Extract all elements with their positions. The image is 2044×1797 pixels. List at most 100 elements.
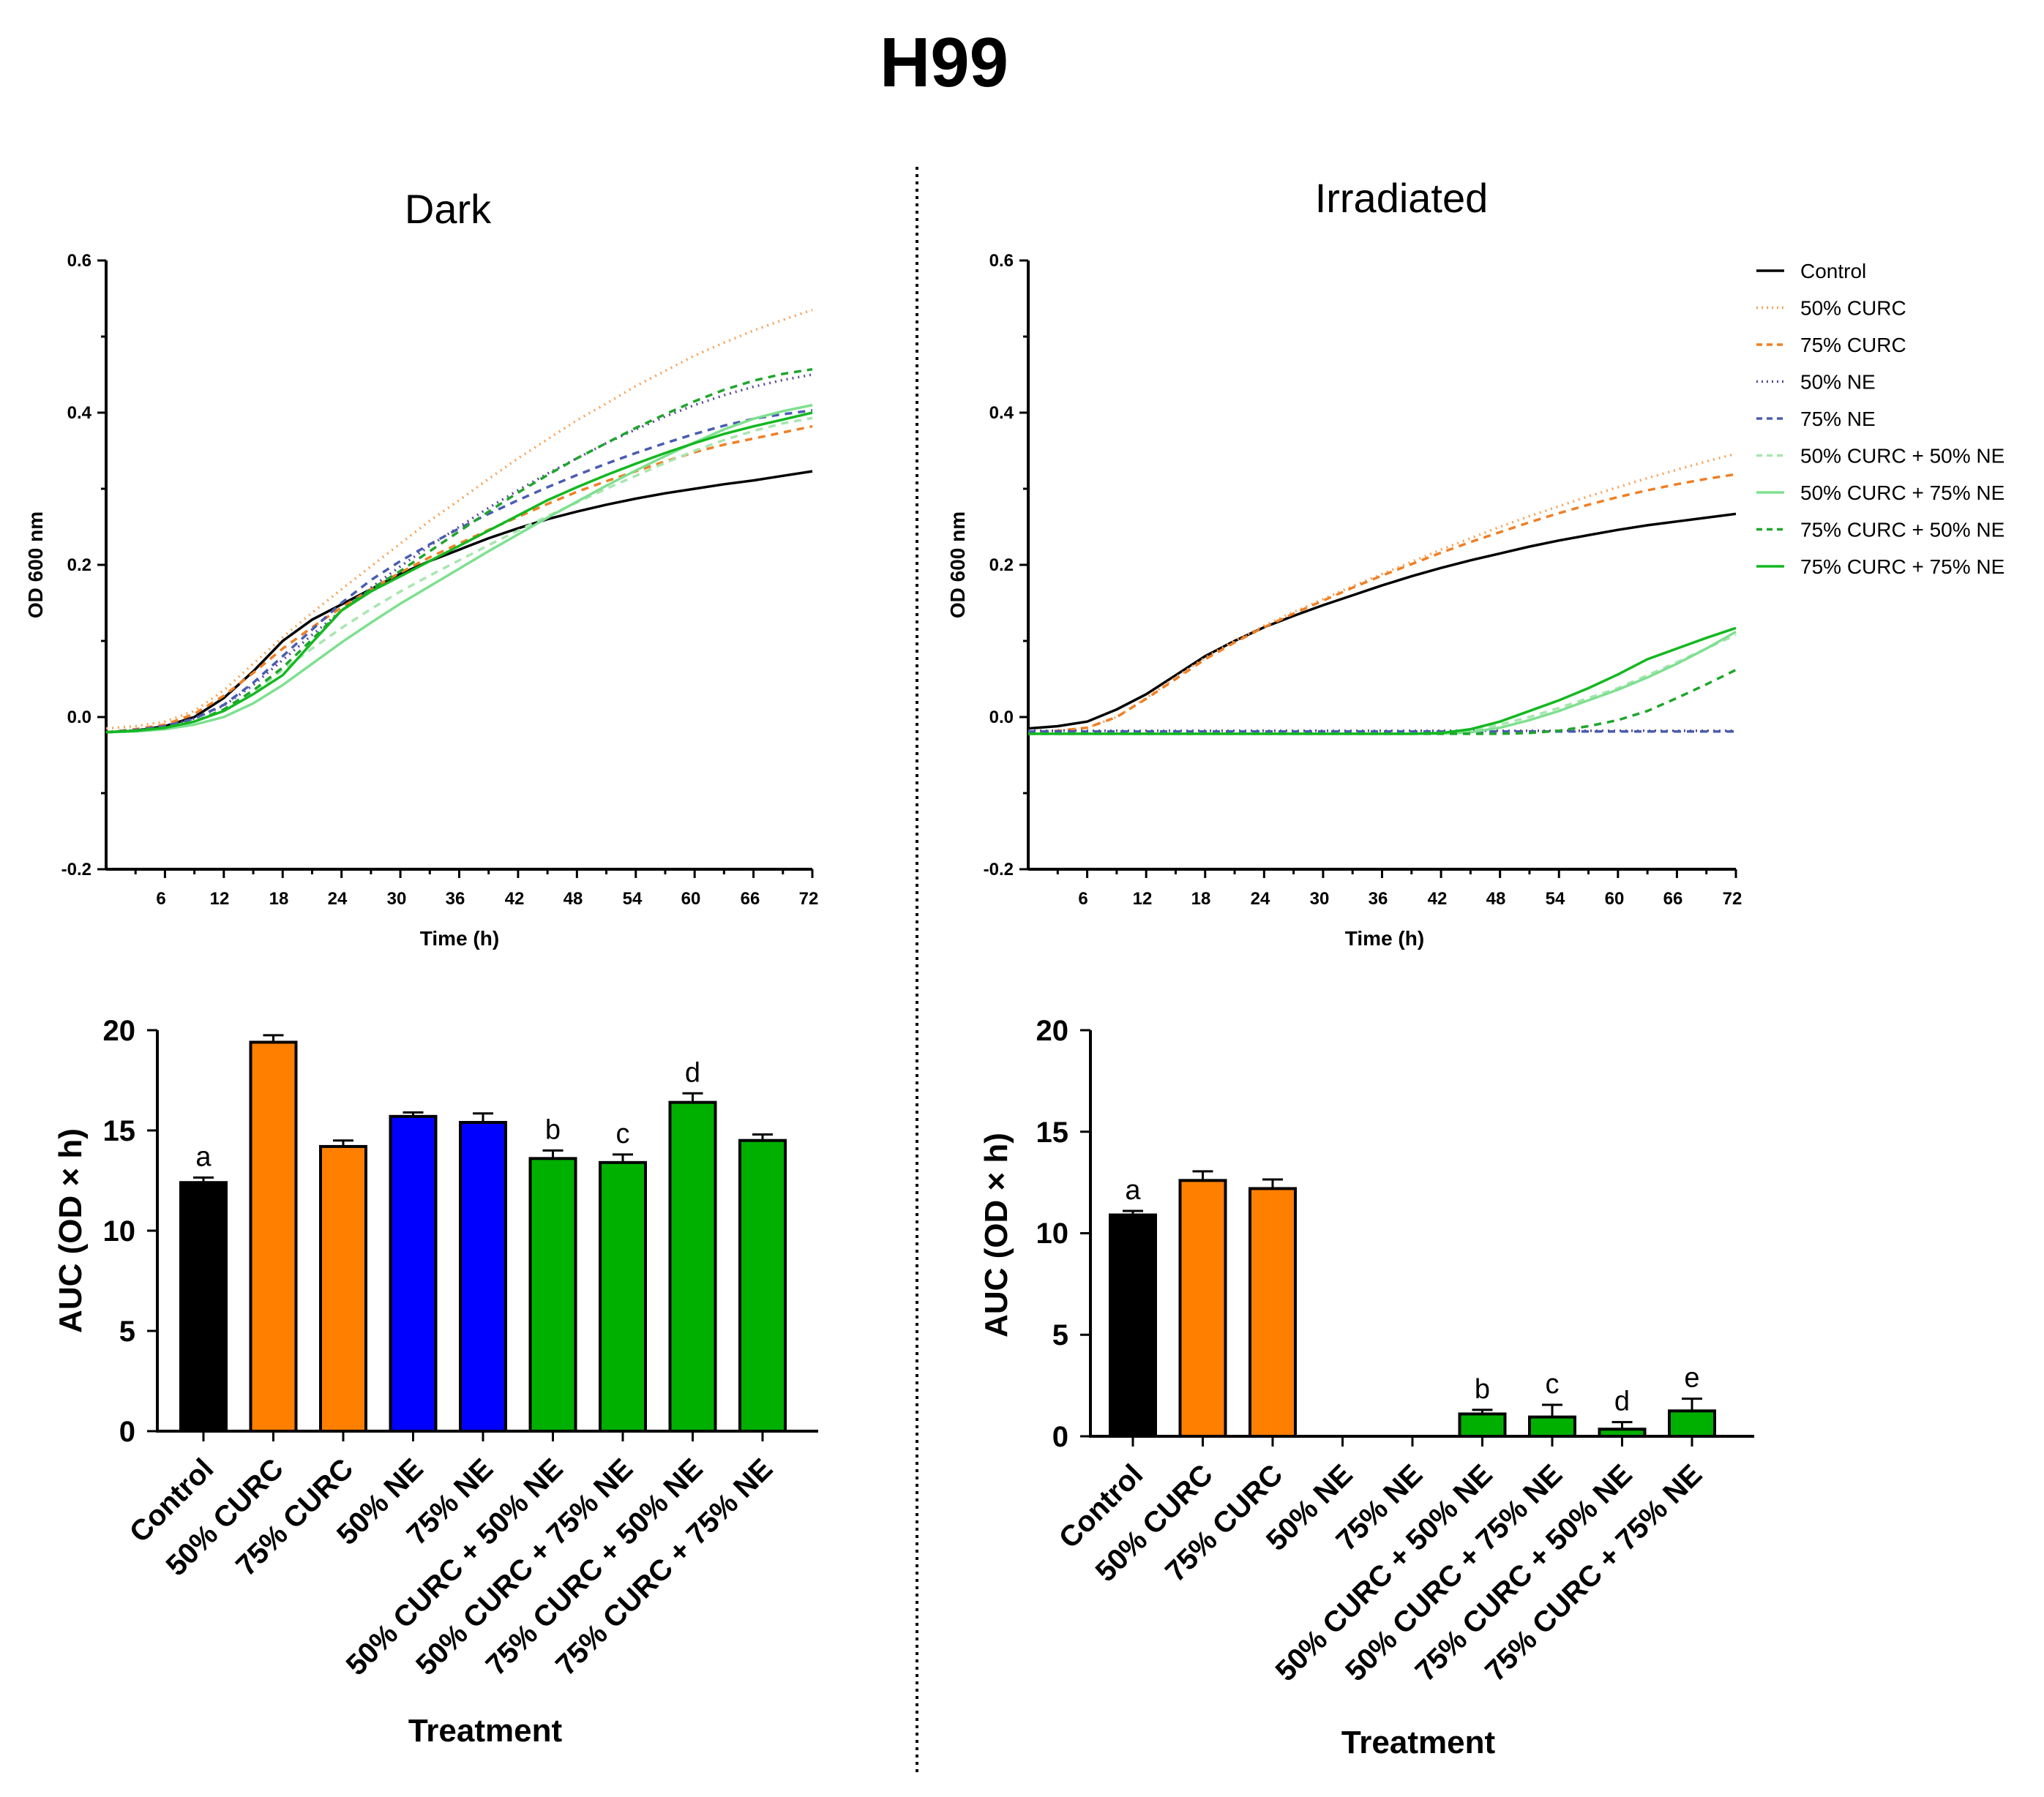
- dark-auc-ticks: [147, 1029, 764, 1441]
- dark-chart-xtick-label: 18: [269, 889, 289, 909]
- dark-auc-x-axis-label: Treatment: [408, 1713, 563, 1749]
- irradiated-chart-xtick-label: 24: [1251, 889, 1270, 909]
- dark-chart-series-control: [105, 470, 813, 734]
- dark-auc-bar-control: [179, 1181, 228, 1433]
- irradiated-auc-ticks: [1080, 1029, 1693, 1447]
- dark-chart-ytick-label: 0.0: [67, 708, 91, 727]
- dark-chart-xtick-label: 48: [564, 889, 583, 909]
- legend-label-75pct-curc: 75% CURC: [1800, 334, 1906, 356]
- dark-chart-xtick-label: 60: [681, 889, 701, 909]
- legend-label-50pct-curc-50pct-ne: 50% CURC + 50% NE: [1800, 445, 2004, 468]
- irradiated-chart-x-axis-label: Time (h): [1345, 927, 1424, 950]
- irradiated-auc-ytick-label: 20: [1036, 1015, 1069, 1047]
- dark-chart-series: [105, 308, 813, 734]
- irradiated-auc-x-axis-label: Treatment: [1341, 1725, 1496, 1760]
- legend-label-50pct-curc-75pct-ne: 50% CURC + 75% NE: [1800, 481, 2004, 504]
- irradiated-chart-series: [1027, 452, 1737, 735]
- dark-auc-ytick-label: 5: [119, 1316, 135, 1348]
- legend-label-50pct-curc: 50% CURC: [1800, 297, 1906, 320]
- dark-chart-xtick-label: 42: [505, 889, 525, 909]
- irradiated-chart-y-axis-label: OD 600 nm: [946, 511, 969, 618]
- irradiated-chart-xtick-label: 36: [1369, 889, 1388, 909]
- dark-auc-significance-letter: b: [545, 1114, 561, 1145]
- dark-chart-xtick-label: 66: [741, 889, 760, 909]
- irradiated-chart-series-75pct-curc-50pct-ne: [1028, 668, 1737, 735]
- dark-chart-xtick-label: 12: [210, 889, 230, 909]
- irradiated-chart-ytick-label: 0.6: [989, 251, 1014, 271]
- irradiated-chart-xtick-label: 42: [1428, 889, 1448, 909]
- dark-auc-bar-50pct-curc-50pct-ne: [528, 1157, 577, 1433]
- irradiated-auc-significance-letter: b: [1475, 1374, 1490, 1405]
- dark-chart-series-75pct-ne: [105, 409, 813, 734]
- dark-chart-series-50pct-curc: [105, 308, 813, 730]
- dark-auc-ytick-label: 20: [103, 1015, 136, 1047]
- irradiated-auc-bar-75pct-curc: [1249, 1187, 1297, 1438]
- dark-auc-bar-75pct-curc: [319, 1144, 367, 1433]
- irradiated-chart-ytick-label: 0.2: [989, 555, 1014, 575]
- irradiated-chart-xtick-label: 30: [1310, 889, 1330, 909]
- legend: Control 50% CURC 75% CURC 50% NE 75% NE 50% C…: [1756, 260, 2004, 578]
- dark-chart-series-50pct-curc-75pct-ne: [105, 403, 813, 734]
- dark-auc-bar-75pct-curc-50pct-ne: [668, 1100, 717, 1433]
- dark-chart-xtick-label: 24: [328, 889, 348, 909]
- irradiated-auc-ytick-label: 15: [1036, 1117, 1069, 1149]
- irradiated-auc-bar-control: [1109, 1213, 1157, 1438]
- irradiated-auc-y-axis-label: AUC (OD × h): [978, 1133, 1014, 1338]
- dark-auc-y-axis-label: AUC (OD × h): [53, 1128, 89, 1333]
- dark-growth-chart: Dark 0.6 0.4 0.2 0.0 -0.2 6 12 18 24 30 …: [24, 186, 818, 950]
- dark-chart-series-75pct-curc: [105, 424, 813, 734]
- irradiated-chart-xtick-label: 18: [1191, 889, 1211, 909]
- irradiated-auc-ytick-label: 0: [1052, 1421, 1068, 1453]
- dark-auc-bar-50pct-curc: [249, 1040, 298, 1433]
- irradiated-auc-ytick-label: 5: [1052, 1319, 1068, 1351]
- legend-label-75pct-curc-50pct-ne: 75% CURC + 50% NE: [1800, 519, 2004, 541]
- dark-chart-series-50pct-ne: [105, 373, 813, 734]
- dark-chart-ytick-label: 0.2: [67, 555, 91, 575]
- irradiated-chart-xtick-label: 6: [1078, 889, 1087, 909]
- irradiated-chart-series-75pct-curc-75pct-ne: [1028, 626, 1737, 735]
- irradiated-chart-xtick-label: 72: [1723, 889, 1742, 909]
- irradiated-auc-significance-letter: d: [1614, 1387, 1630, 1417]
- irradiated-chart-ytick-label: 0.0: [989, 708, 1014, 727]
- irradiated-chart-ytick-label: 0.4: [989, 403, 1014, 423]
- dark-chart-title: Dark: [405, 186, 492, 232]
- irradiated-chart-xtick-label: 12: [1133, 889, 1153, 909]
- dark-chart-ytick-label: 0.4: [67, 403, 92, 423]
- irradiated-chart-xtick-label: 48: [1486, 889, 1506, 909]
- dark-chart-xtick-label: 36: [446, 889, 465, 909]
- dark-chart-x-axis-label: Time (h): [420, 927, 499, 950]
- irradiated-chart-series-50pct-curc-50pct-ne: [1028, 634, 1737, 735]
- dark-auc-ytick-label: 10: [103, 1215, 136, 1248]
- dark-chart-y-axis-label: OD 600 nm: [24, 511, 47, 618]
- figure-title: H99: [880, 23, 1008, 102]
- legend-label-control: Control: [1800, 260, 1866, 282]
- dark-auc-significance-letter: a: [195, 1141, 211, 1172]
- dark-chart-ytick-label: -0.2: [61, 860, 91, 879]
- irradiated-auc-ytick-label: 10: [1036, 1218, 1069, 1250]
- dark-auc-ytick-label: 0: [119, 1416, 135, 1448]
- dark-chart-xtick-label: 30: [387, 889, 407, 909]
- irradiated-auc-bar-50pct-curc: [1178, 1179, 1227, 1438]
- irradiated-chart-series-control: [1027, 512, 1737, 730]
- dark-auc-bar-75pct-curc-75pct-ne: [738, 1138, 787, 1433]
- irradiated-chart-series-75pct-curc: [1027, 473, 1737, 734]
- dark-auc-significance-letter: d: [685, 1057, 700, 1088]
- legend-label-50pct-ne: 50% NE: [1800, 371, 1876, 394]
- irradiated-chart-ticks: [1019, 259, 1737, 878]
- dark-auc-ytick-label: 15: [103, 1115, 136, 1147]
- dark-auc-bar-50pct-ne: [389, 1114, 438, 1433]
- irradiated-growth-chart: Irradiated 0.6 0.4 0.2 0.0 -0.2 6 12 18 …: [946, 175, 2004, 950]
- irradiated-auc-significance-letter: e: [1684, 1363, 1699, 1394]
- legend-label-75pct-curc-75pct-ne: 75% CURC + 75% NE: [1800, 555, 2004, 578]
- dark-chart-series-75pct-curc-75pct-ne: [105, 411, 813, 734]
- dark-chart-ytick-label: 0.6: [67, 251, 91, 271]
- dark-auc-bar-75pct-ne: [459, 1121, 507, 1433]
- irradiated-auc-significance-letter: c: [1546, 1369, 1560, 1400]
- irradiated-chart-xtick-label: 60: [1605, 889, 1625, 909]
- dark-chart-xtick-label: 72: [799, 889, 819, 909]
